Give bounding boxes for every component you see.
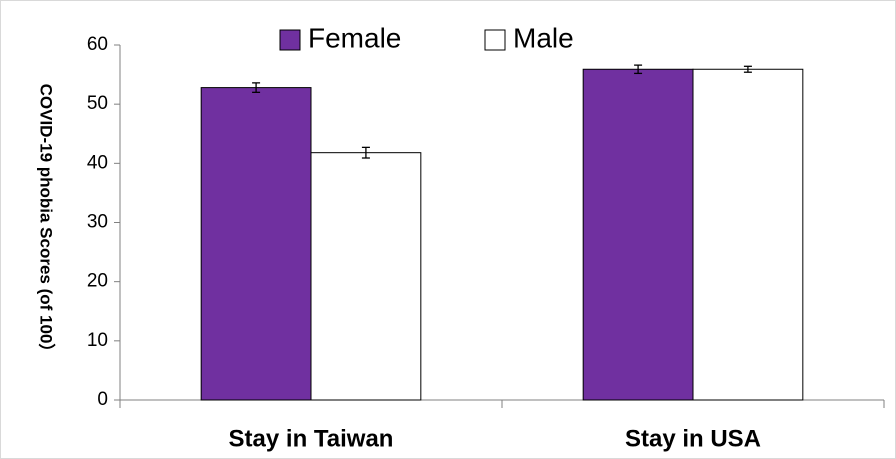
y-tick-label: 20 — [87, 271, 108, 292]
x-tick-label: Stay in Taiwan — [229, 425, 394, 452]
x-tick-label: Stay in USA — [625, 425, 761, 452]
y-tick-label: 10 — [87, 330, 108, 351]
legend-label: Male — [513, 22, 574, 53]
y-tick-label: 40 — [87, 152, 108, 173]
y-axis-label: COVID-19 phobia Scores (of 100） — [37, 84, 57, 361]
bar — [582, 68, 694, 401]
error-bar — [743, 65, 752, 73]
y-tick-label: 30 — [87, 212, 108, 233]
error-bar — [252, 82, 261, 93]
y-tick-label: 50 — [87, 93, 108, 114]
legend-swatch — [484, 29, 506, 51]
y-tick-label: 0 — [97, 389, 108, 410]
legend-swatch — [279, 29, 301, 51]
bar — [200, 87, 312, 401]
error-bar — [634, 64, 643, 75]
y-tick-label: 60 — [87, 34, 108, 55]
bar — [692, 68, 804, 401]
bar — [310, 152, 422, 401]
error-bar — [361, 146, 370, 159]
legend-label: Female — [308, 22, 401, 53]
